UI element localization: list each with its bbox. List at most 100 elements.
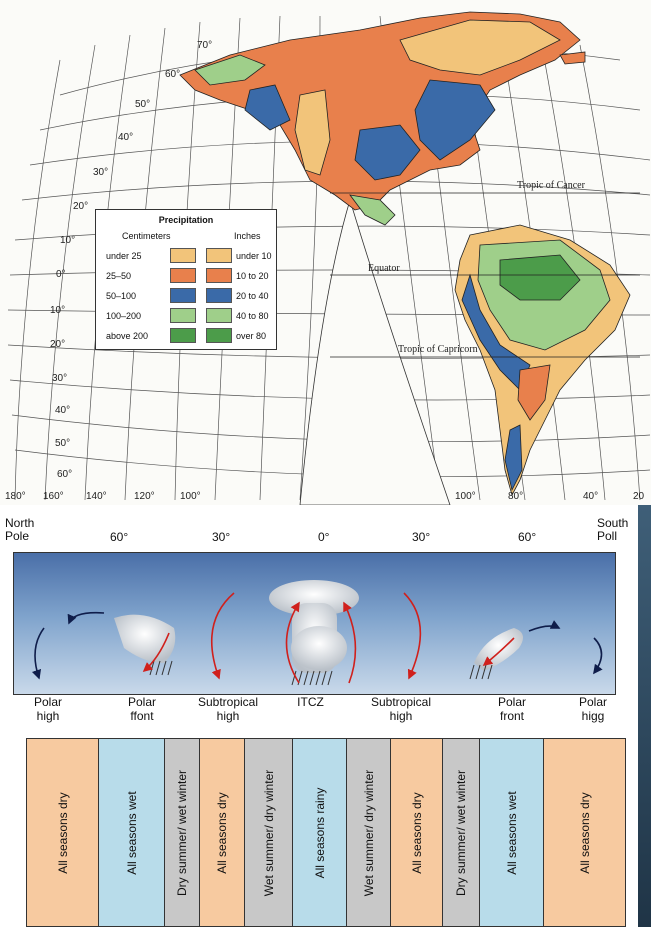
lon-label: 120° bbox=[134, 491, 155, 502]
lat-tick-label: 30° bbox=[412, 530, 431, 544]
lat-label: 30° bbox=[52, 373, 68, 384]
lat-tick-label: 30° bbox=[212, 530, 231, 544]
zone-label: All seasons dry bbox=[55, 791, 70, 874]
pressure-label: ITCZ bbox=[297, 695, 324, 709]
zone-label: Wet summer/ dry winter bbox=[261, 769, 276, 896]
north-pole-label: North Pole bbox=[5, 516, 35, 543]
lon-label: 180° bbox=[5, 491, 26, 502]
pressure-label: Polar front bbox=[497, 695, 526, 723]
lat-label: 20° bbox=[73, 201, 89, 212]
lon-label: 80° bbox=[508, 491, 524, 502]
lat-label: 60° bbox=[57, 469, 73, 480]
map-graphic bbox=[7, 11, 651, 505]
lat-label: 40° bbox=[118, 132, 134, 143]
subtropical-descent-arrow-right bbox=[403, 592, 422, 680]
south-america bbox=[454, 224, 631, 497]
itcz-cloud bbox=[269, 580, 359, 686]
climate-zone: All seasons wet bbox=[480, 739, 544, 926]
lat-tick-label: 0° bbox=[318, 530, 330, 544]
lon-label: 20 bbox=[633, 491, 645, 502]
itcz-ascent-arrow-right bbox=[343, 601, 357, 684]
legend-swatch bbox=[206, 248, 232, 263]
climate-zone: All seasons dry bbox=[391, 739, 443, 926]
legend-title: Precipitation bbox=[158, 215, 214, 225]
polar-arrow-left-down bbox=[31, 627, 45, 680]
legend-row: above 200 over 80 bbox=[96, 326, 276, 346]
pressure-label: Subtropical high bbox=[370, 695, 432, 723]
lat-tick-label: 60° bbox=[518, 530, 537, 544]
polar-front-arrow-right bbox=[482, 637, 515, 666]
legend-row: 25–50 10 to 20 bbox=[96, 266, 276, 286]
polar-arrow-right-top bbox=[528, 620, 561, 632]
zone-label: All seasons rainy bbox=[312, 787, 327, 878]
south-pole-label: South Poll bbox=[597, 516, 629, 543]
climate-zone: Wet summer/ dry winter bbox=[347, 739, 391, 926]
zone-label: All seasons dry bbox=[215, 791, 229, 874]
circulation-graphic bbox=[31, 580, 603, 686]
lat-tick-label: 60° bbox=[110, 530, 129, 544]
pressure-label: Subtropical high bbox=[197, 695, 259, 723]
subtropical-descent-arrow-left bbox=[211, 592, 235, 680]
legend-in: under 10 bbox=[236, 251, 272, 261]
legend-swatch bbox=[170, 288, 196, 303]
legend-cm: 50–100 bbox=[106, 291, 137, 301]
lat-label: 10° bbox=[50, 305, 66, 316]
lat-label: 0° bbox=[56, 269, 66, 280]
precipitation-legend: Precipitation Centimeters Inches under 2… bbox=[95, 209, 277, 350]
legend-swatch bbox=[206, 288, 232, 303]
atmosphere-panel bbox=[13, 552, 616, 695]
legend-row: 100–200 40 to 80 bbox=[96, 306, 276, 326]
lat-label: 30° bbox=[93, 167, 109, 178]
legend-cm: under 25 bbox=[106, 251, 142, 261]
legend-swatch bbox=[170, 308, 196, 323]
zone-label: All seasons dry bbox=[409, 791, 424, 874]
climate-zone: All seasons dry bbox=[544, 739, 625, 926]
zone-label: Wet summer/ dry winter bbox=[361, 769, 376, 896]
pressure-label: Polar higg bbox=[578, 695, 607, 723]
legend-cm: above 200 bbox=[106, 331, 149, 341]
lon-label: 140° bbox=[86, 491, 107, 502]
photo-edge bbox=[638, 505, 651, 927]
legend-col-cm: Centimeters bbox=[122, 231, 171, 241]
polar-front-cloud-left bbox=[114, 614, 176, 676]
lat-label: 50° bbox=[135, 99, 151, 110]
lon-label: 100° bbox=[180, 491, 201, 502]
legend-col-in: Inches bbox=[234, 231, 261, 241]
lon-label: 100° bbox=[455, 491, 476, 502]
legend-in: over 80 bbox=[236, 331, 267, 341]
climate-zone: Dry summer/ wet winter bbox=[443, 739, 480, 926]
legend-in: 40 to 80 bbox=[236, 311, 269, 321]
tropic-of-capricorn-label: Tropic of Capricorn bbox=[398, 344, 478, 355]
north-america bbox=[179, 11, 586, 226]
legend-swatch bbox=[170, 268, 196, 283]
climate-zone: All seasons dry bbox=[200, 739, 245, 926]
lon-label: 160° bbox=[43, 491, 64, 502]
legend-swatch bbox=[206, 268, 232, 283]
polar-arrow-right-down bbox=[593, 637, 603, 675]
tropic-of-cancer-label: Tropic of Cancer bbox=[517, 180, 585, 191]
lat-label: 60° bbox=[165, 69, 181, 80]
legend-in: 20 to 40 bbox=[236, 291, 269, 301]
zone-label: All seasons wet bbox=[124, 790, 139, 875]
equator-label: Equator bbox=[368, 263, 400, 274]
itcz-ascent-arrow-left bbox=[285, 601, 300, 684]
legend-cm: 25–50 bbox=[106, 271, 132, 281]
zone-label: All seasons wet bbox=[504, 790, 519, 875]
pressure-label: Polar ffont bbox=[127, 695, 156, 723]
lat-label: 70° bbox=[197, 40, 213, 51]
zone-label: All seasons dry bbox=[577, 791, 592, 874]
legend-row: 50–100 20 to 40 bbox=[96, 286, 276, 306]
climate-zone: All seasons wet bbox=[99, 739, 165, 926]
climate-zones-strip: All seasons dry All seasons wet Dry summ… bbox=[26, 738, 626, 927]
circulation-cross-section: North Pole 60° 30° 0° 30° 60° South Poll bbox=[0, 505, 651, 927]
pressure-label: Polar high bbox=[33, 695, 62, 723]
zone-label: Dry summer/ wet winter bbox=[175, 769, 189, 896]
climate-zone: Dry summer/ wet winter bbox=[165, 739, 200, 926]
legend-swatch bbox=[206, 308, 232, 323]
polar-front-arrow-left bbox=[142, 632, 170, 673]
legend-swatch bbox=[170, 328, 196, 343]
climate-zone: All seasons dry bbox=[27, 739, 99, 926]
lat-label: 50° bbox=[55, 438, 71, 449]
legend-swatch bbox=[170, 248, 196, 263]
legend-in: 10 to 20 bbox=[236, 271, 269, 281]
